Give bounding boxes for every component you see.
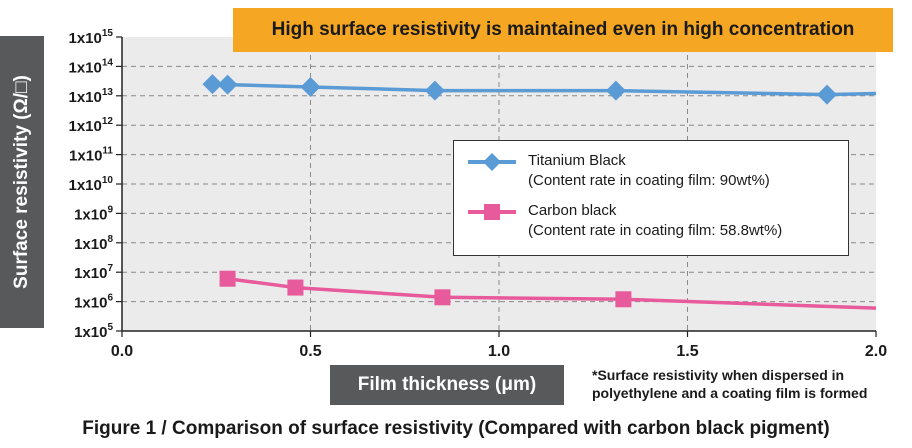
footnote: *Surface resistivity when dispersed in p… [592, 366, 867, 402]
legend-label-carbon-black: Carbon black [528, 202, 617, 219]
x-tick-label: 2.0 [865, 343, 887, 360]
x-axis-label: Film thickness (μm) [330, 365, 564, 405]
legend-detail-titanium-black: (Content rate in coating film: 90wt%) [528, 172, 770, 189]
y-tick-label: 1x107 [74, 263, 113, 282]
x-tick-label: 0.5 [299, 343, 321, 360]
y-tick-label: 1x1014 [69, 57, 114, 76]
axes [116, 36, 877, 337]
legend-item-titanium-black: Titanium Black (Content rate in coating … [468, 151, 838, 195]
y-axis-label: Surface resistivity (Ω/□) [11, 75, 32, 289]
legend-item-carbon-black: Carbon black (Content rate in coating fi… [468, 201, 838, 245]
legend-label-titanium-black: Titanium Black [528, 152, 626, 169]
x-tick-label: 0.0 [111, 343, 133, 360]
data-point-titanium-black [816, 84, 837, 105]
legend-detail-carbon-black: (Content rate in coating film: 58.8wt%) [528, 222, 783, 239]
figure-caption: Figure 1 / Comparison of surface resisti… [82, 418, 830, 439]
y-tick-labels: 1x1015 1x1014 1x1013 1x1012 1x1011 1x1010 1x10… [69, 28, 114, 341]
square-marker-icon [468, 204, 516, 220]
chart-banner-title: High surface resistivity is maintained e… [233, 8, 893, 52]
data-point-carbon-black [287, 279, 304, 296]
y-axis-label-box: Surface resistivity (Ω/□) [0, 36, 44, 328]
data-point-titanium-black [605, 80, 626, 101]
y-tick-label: 1x1015 [69, 28, 114, 47]
series-layer [202, 74, 877, 310]
x-tick-labels: 0.0 0.5 1.0 1.5 2.0 [111, 343, 887, 360]
x-tick-label: 1.0 [488, 343, 510, 360]
y-tick-label: 1x105 [74, 322, 113, 341]
y-tick-label: 1x109 [74, 204, 113, 223]
y-tick-label: 1x1010 [69, 175, 114, 194]
footnote-line-2: polyethylene and a coating film is forme… [592, 385, 868, 401]
y-tick-label: 1x1013 [69, 87, 114, 106]
data-point-carbon-black [219, 270, 236, 287]
footnote-line-1: *Surface resistivity when dispersed in [592, 367, 845, 383]
x-tick-label: 1.5 [676, 343, 698, 360]
data-point-carbon-black [434, 289, 451, 306]
data-point-titanium-black [300, 76, 321, 97]
diamond-marker-icon [468, 153, 516, 171]
data-point-titanium-black [217, 74, 238, 95]
data-point-titanium-black [202, 74, 223, 95]
data-point-carbon-black [615, 291, 632, 308]
y-tick-label: 1x1011 [69, 146, 113, 165]
legend: Titanium Black (Content rate in coating … [453, 140, 849, 256]
y-tick-label: 1x106 [74, 293, 113, 312]
y-tick-label: 1x108 [74, 234, 113, 253]
y-tick-label: 1x1012 [69, 116, 114, 135]
data-point-titanium-black [424, 80, 445, 101]
